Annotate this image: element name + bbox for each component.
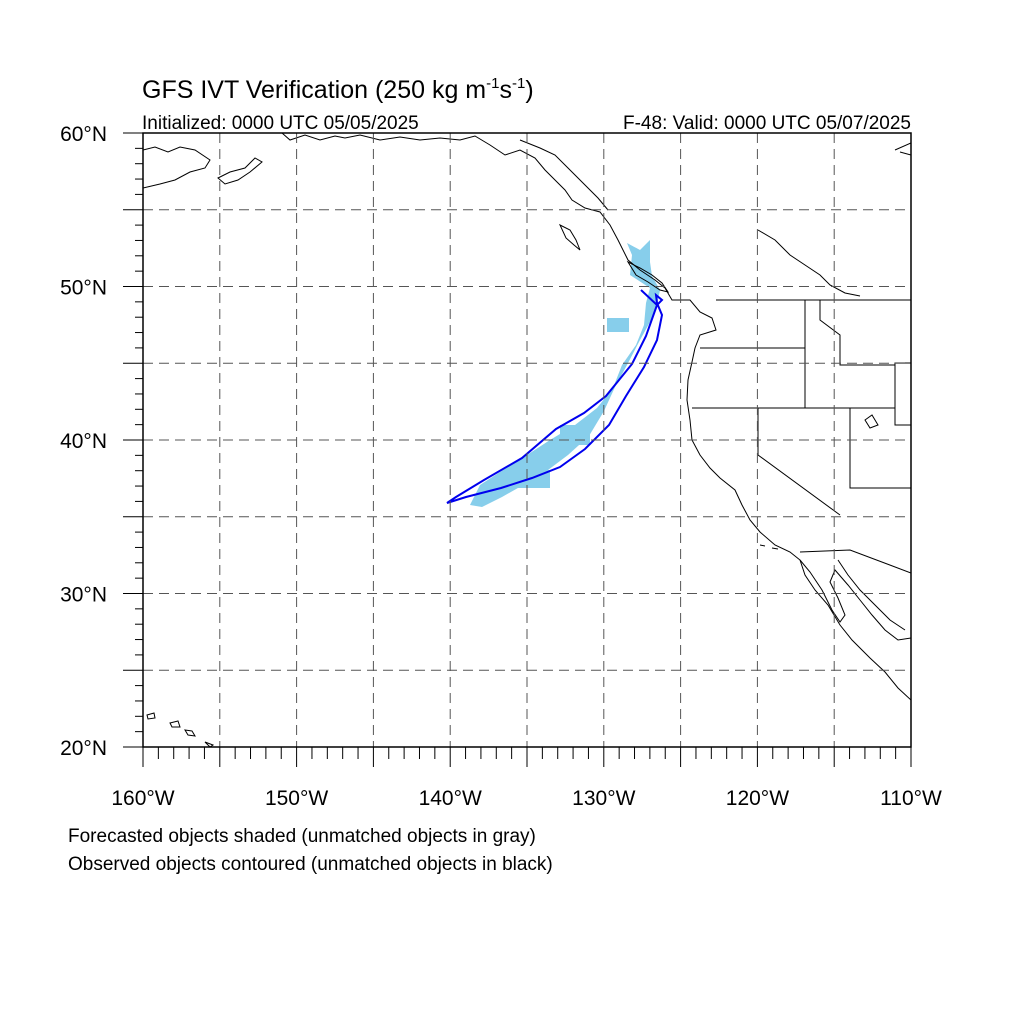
lon-tick-label: 130°W	[572, 787, 635, 810]
lon-tick-label: 110°W	[880, 787, 942, 810]
gulf-of-alaska-coast	[281, 133, 666, 289]
hawaii-islands	[146, 712, 215, 747]
us-west-coast	[664, 287, 911, 701]
coastlines	[143, 133, 911, 747]
lat-tick-label: 40°N	[60, 430, 107, 453]
alaska-panhandle	[519, 139, 609, 211]
forecast-block	[607, 318, 629, 332]
valid-time-label: F-48: Valid: 0000 UTC 05/07/2025	[623, 113, 911, 134]
alaska-coast	[143, 146, 211, 189]
title-sup2: -1	[512, 75, 525, 92]
map-title: GFS IVT Verification (250 kg m-1s-1)	[142, 75, 534, 104]
title-main: GFS IVT Verification (250 kg m	[142, 76, 486, 104]
longitude-labels: 160°W 150°W 140°W 130°W 120°W 110°W	[111, 787, 942, 810]
haida-gwaii	[558, 223, 581, 251]
lat-tick-label: 20°N	[60, 737, 107, 760]
lat-tick-label: 30°N	[60, 584, 107, 607]
gulf-of-california	[837, 559, 906, 631]
lat-lon-grid	[143, 133, 911, 747]
lon-tick-label: 150°W	[265, 787, 328, 810]
baja-peninsula	[799, 559, 911, 641]
lon-tick-label: 120°W	[726, 787, 789, 810]
init-time-label: Initialized: 0000 UTC 05/05/2025	[142, 113, 419, 134]
lat-tick-label: 60°N	[60, 123, 107, 146]
great-salt-lake	[864, 414, 879, 429]
vancouver-island	[626, 260, 670, 293]
title-sup1: -1	[486, 75, 499, 92]
title-mid: s	[499, 76, 512, 104]
forecast-object-shading	[470, 240, 660, 507]
title-end: )	[525, 76, 533, 104]
channel-islands	[759, 544, 779, 550]
footnote-observed: Observed objects contoured (unmatched ob…	[68, 854, 553, 875]
lon-tick-label: 160°W	[111, 787, 174, 810]
lat-tick-label: 50°N	[60, 277, 107, 300]
observed-object-contour	[446, 289, 664, 504]
alaska-islands	[217, 157, 263, 185]
state-lines	[692, 300, 911, 574]
axis-ticks	[123, 132, 912, 767]
lon-tick-label: 140°W	[419, 787, 482, 810]
canada-coast	[757, 142, 911, 297]
latitude-labels: 60°N 50°N 40°N 30°N 20°N	[60, 123, 107, 760]
footnote-forecast: Forecasted objects shaded (unmatched obj…	[68, 826, 536, 847]
forecast-block	[560, 425, 590, 445]
